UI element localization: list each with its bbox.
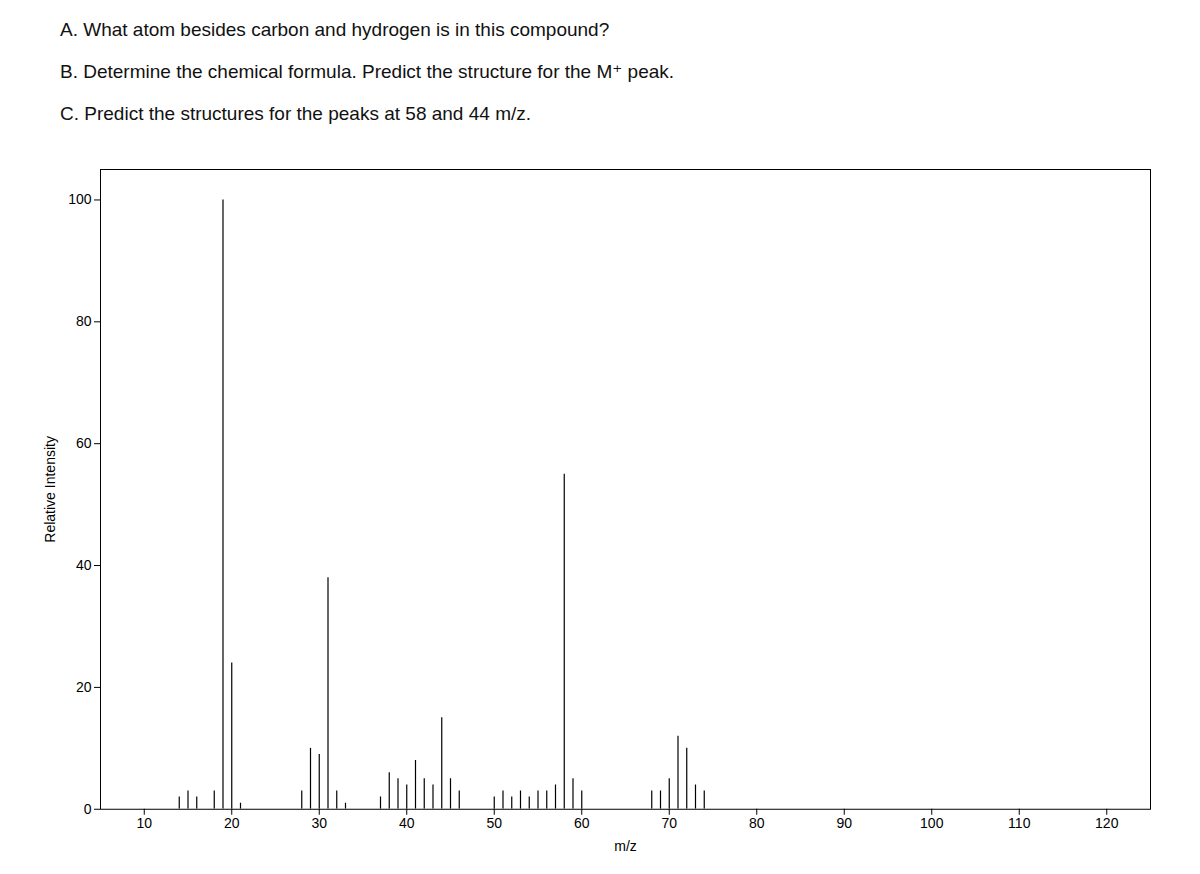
svg-text:50: 50 [486, 815, 502, 831]
svg-text:m/z: m/z [614, 839, 637, 855]
svg-text:40: 40 [76, 557, 92, 573]
svg-text:60: 60 [76, 435, 92, 451]
svg-text:110: 110 [1008, 815, 1031, 831]
svg-text:70: 70 [661, 815, 677, 831]
svg-text:100: 100 [920, 815, 944, 831]
html-text:C. Predict the structures for: C. Predict the structures for the peaks … [60, 102, 531, 124]
svg-text:100: 100 [68, 192, 92, 208]
svg-text:80: 80 [749, 815, 765, 831]
svg-text:30: 30 [311, 815, 327, 831]
svg-text:40: 40 [399, 815, 415, 831]
svg-text:80: 80 [76, 314, 92, 330]
html-text:B. Determine the chemical form: B. Determine the chemical formula. Predi… [60, 60, 675, 82]
svg-text:20: 20 [224, 815, 240, 831]
svg-text:Relative Intensity: Relative Intensity [42, 436, 58, 543]
html-text:A. What atom besides carbon an: A. What atom besides carbon and hydrogen… [60, 19, 610, 40]
svg-text:20: 20 [76, 679, 92, 695]
svg-text:10: 10 [136, 815, 152, 831]
svg-text:90: 90 [836, 815, 852, 831]
svg-text:0: 0 [84, 801, 92, 817]
svg-text:120: 120 [1095, 815, 1119, 831]
svg-text:60: 60 [574, 815, 590, 831]
